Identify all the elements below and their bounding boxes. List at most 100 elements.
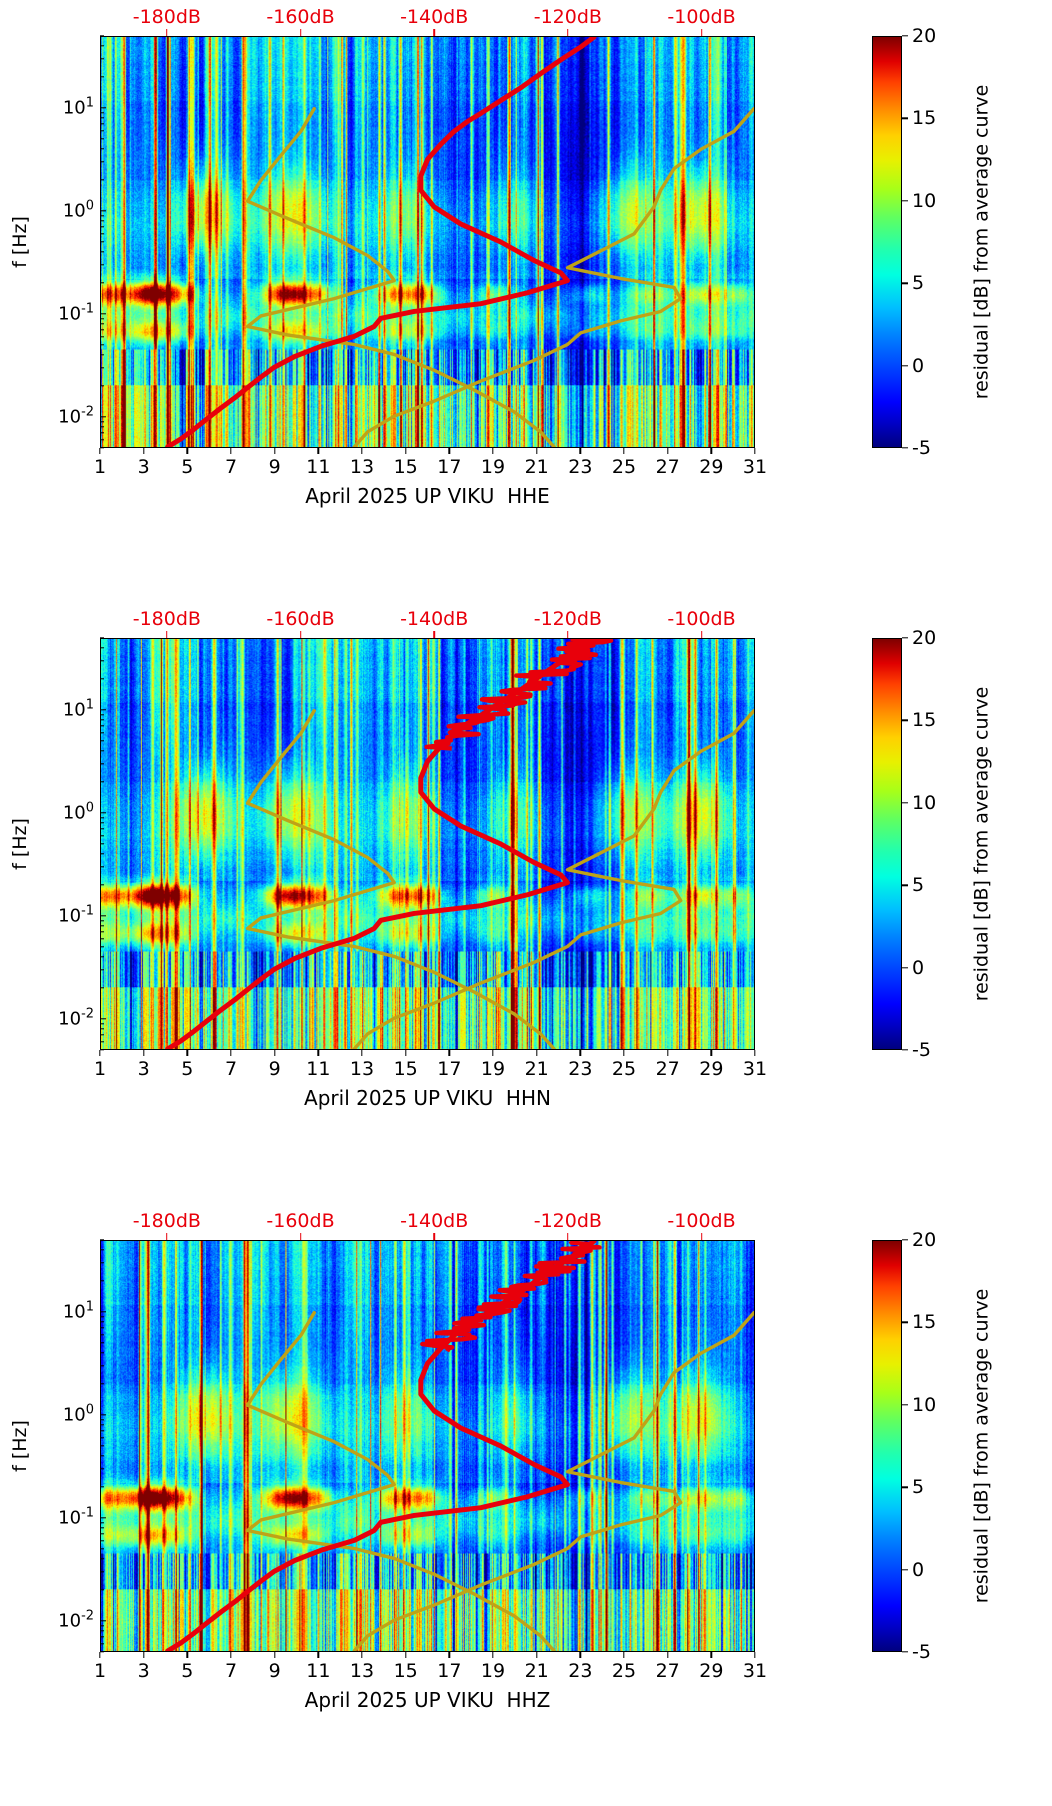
y-tick-label: 100 bbox=[62, 198, 94, 222]
colorbar-title-text: residual [dB] from average curve bbox=[970, 84, 993, 400]
x-tick-label: 9 bbox=[268, 456, 281, 478]
y-minor-tick bbox=[100, 421, 104, 423]
colorbar-tick-label: 15 bbox=[912, 107, 937, 130]
x-tick-label: 1 bbox=[93, 1660, 107, 1682]
y-tick-mark bbox=[100, 416, 106, 418]
y-tick-mark bbox=[100, 1517, 106, 1519]
y-axis-ticks-0: 101 100 10-1 10-2 bbox=[0, 36, 94, 448]
x-tick-label: 15 bbox=[393, 1660, 418, 1682]
y-minor-tick bbox=[100, 329, 104, 331]
y-minor-tick bbox=[100, 130, 104, 132]
y-minor-tick bbox=[100, 385, 104, 387]
y-minor-tick bbox=[100, 1321, 104, 1323]
x-tick-mark bbox=[317, 448, 320, 454]
x-tick-label: 21 bbox=[524, 456, 549, 478]
x-tick-label: 5 bbox=[181, 1660, 194, 1682]
colorbar-2 bbox=[872, 1240, 902, 1652]
colorbar-tick-label: 10 bbox=[912, 189, 937, 212]
x-tick-mark bbox=[317, 1050, 320, 1056]
y-minor-tick bbox=[100, 439, 104, 441]
db-tick-mark bbox=[433, 1233, 435, 1240]
plot-area-2[interactable] bbox=[100, 1240, 755, 1652]
y-minor-tick bbox=[100, 678, 104, 680]
y-tick-label: 10-1 bbox=[58, 903, 94, 927]
y-minor-tick bbox=[100, 1365, 104, 1367]
y-minor-tick bbox=[100, 1540, 104, 1542]
x-tick-label: 29 bbox=[699, 1058, 724, 1080]
y-minor-tick bbox=[100, 1468, 104, 1470]
noise-model-curve bbox=[245, 708, 556, 1049]
y-axis-label-text: f [Hz] bbox=[9, 1420, 32, 1472]
colorbar-tick-mark bbox=[902, 1239, 908, 1241]
y-axis-ticks-2: 101 100 10-1 10-2 bbox=[0, 1240, 94, 1652]
x-tick-label: 3 bbox=[137, 1660, 150, 1682]
y-minor-tick bbox=[100, 1034, 104, 1036]
x-tick-mark bbox=[230, 1050, 232, 1056]
y-minor-tick bbox=[100, 35, 104, 37]
colorbar-tick-label: 20 bbox=[912, 627, 937, 649]
y-minor-tick bbox=[100, 946, 104, 948]
colorbar-title-0: residual [dB] from average curve bbox=[968, 36, 994, 448]
y-minor-tick bbox=[100, 1558, 104, 1560]
colorbar-tick-label: 5 bbox=[912, 272, 925, 295]
db-tick-mark bbox=[166, 1233, 168, 1240]
y-minor-tick bbox=[100, 318, 104, 320]
db-tick-label: -120dB bbox=[533, 6, 602, 28]
y-minor-tick bbox=[100, 925, 104, 927]
x-tick-label: 17 bbox=[437, 1660, 462, 1682]
x-tick-mark bbox=[754, 448, 756, 454]
x-tick-mark bbox=[710, 448, 713, 454]
plot-area-0[interactable] bbox=[100, 36, 755, 448]
colorbar-tick-label: 5 bbox=[912, 874, 925, 897]
colorbar-tick-label: 15 bbox=[912, 709, 937, 732]
x-tick-mark bbox=[142, 1652, 145, 1658]
y-minor-tick bbox=[100, 931, 104, 933]
x-tick-label: 17 bbox=[437, 456, 462, 478]
y-tick-mark bbox=[100, 915, 106, 917]
y-minor-tick bbox=[100, 1445, 104, 1447]
y-minor-tick bbox=[100, 432, 104, 434]
db-tick-mark bbox=[166, 29, 168, 36]
y-minor-tick bbox=[100, 732, 104, 734]
db-tick-mark bbox=[166, 631, 168, 638]
db-tick-mark bbox=[299, 631, 302, 638]
x-tick-mark bbox=[186, 1652, 189, 1658]
y-minor-tick bbox=[100, 828, 104, 830]
colorbar-tick-mark bbox=[902, 1321, 908, 1324]
x-tick-mark bbox=[99, 1050, 101, 1056]
x-tick-label: 31 bbox=[742, 1660, 768, 1682]
panel-title-2: April 2025 UP VIKU HHZ bbox=[304, 1688, 551, 1712]
x-tick-label: 27 bbox=[655, 456, 680, 478]
top-db-axis-2: -180dB -160dB -140dB -120dB -100dB bbox=[100, 1208, 755, 1240]
y-axis-label-1: f [Hz] bbox=[8, 638, 32, 1050]
y-minor-tick bbox=[100, 1651, 104, 1653]
y-minor-tick bbox=[100, 426, 104, 428]
x-tick-label: 13 bbox=[349, 1058, 375, 1080]
y-minor-tick bbox=[100, 853, 104, 855]
y-minor-tick bbox=[100, 1437, 104, 1439]
y-minor-tick bbox=[100, 1023, 104, 1025]
db-tick-mark bbox=[700, 29, 703, 36]
y-minor-tick bbox=[100, 1533, 104, 1535]
y-minor-tick bbox=[100, 956, 104, 958]
colorbar-tick-mark bbox=[902, 719, 908, 722]
x-tick-mark bbox=[623, 1050, 625, 1056]
y-minor-tick bbox=[100, 1383, 104, 1385]
y-minor-tick bbox=[100, 282, 104, 284]
noise-model-curve bbox=[352, 106, 754, 447]
y-minor-tick bbox=[100, 1455, 104, 1457]
plot-area-1[interactable] bbox=[100, 638, 755, 1050]
x-tick-label: 11 bbox=[306, 1058, 331, 1080]
y-minor-tick bbox=[100, 1280, 104, 1282]
x-tick-label: 1 bbox=[93, 1058, 107, 1080]
colorbar-tick-mark bbox=[902, 1049, 908, 1051]
colorbar-tick-mark bbox=[902, 364, 908, 367]
x-tick-mark bbox=[142, 448, 145, 454]
y-minor-tick bbox=[100, 58, 104, 60]
x-tick-mark bbox=[230, 1652, 232, 1658]
x-tick-label: 31 bbox=[742, 1058, 768, 1080]
x-tick-label: 29 bbox=[699, 1660, 724, 1682]
noise-model-curve bbox=[352, 1310, 754, 1651]
y-minor-tick bbox=[100, 1430, 104, 1432]
x-tick-label: 15 bbox=[393, 456, 418, 478]
